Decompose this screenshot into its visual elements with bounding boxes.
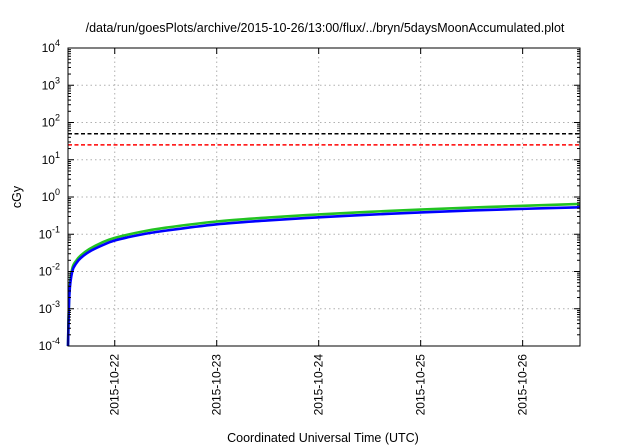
grid	[68, 48, 580, 346]
y-tick-label: 104	[42, 38, 60, 55]
x-tick-label: 2015-10-26	[516, 354, 530, 416]
x-tick-label: 2015-10-24	[312, 354, 326, 416]
y-tick-label: 10-3	[39, 299, 60, 316]
y-tick-label: 102	[42, 113, 60, 130]
chart-title: /data/run/goesPlots/archive/2015-10-26/1…	[86, 21, 565, 35]
series-line-1	[66, 202, 581, 347]
y-axis-label: cGy	[10, 185, 24, 208]
y-tick-label: 101	[42, 150, 60, 167]
x-axis-label: Coordinated Universal Time (UTC)	[227, 431, 419, 445]
x-tick-label: 2015-10-25	[414, 354, 428, 416]
axis-ticks	[68, 47, 580, 347]
reference-lines	[68, 132, 580, 146]
y-tick-label: 10-4	[39, 336, 60, 353]
y-tick-label: 103	[42, 75, 60, 92]
y-tick-labels: 10-4 10-3 10-2 10-1 100 101 102 103 104	[39, 38, 60, 353]
series-line-2	[66, 205, 581, 347]
y-tick-label: 10-1	[39, 224, 60, 241]
x-tick-label: 2015-10-22	[108, 354, 122, 416]
series-lines	[66, 202, 581, 347]
x-tick-labels: 2015-10-22 2015-10-23 2015-10-24 2015-10-25…	[108, 354, 530, 416]
x-tick-label: 2015-10-23	[210, 354, 224, 416]
y-tick-label: 10-2	[39, 262, 60, 279]
y-tick-label: 100	[42, 187, 60, 204]
